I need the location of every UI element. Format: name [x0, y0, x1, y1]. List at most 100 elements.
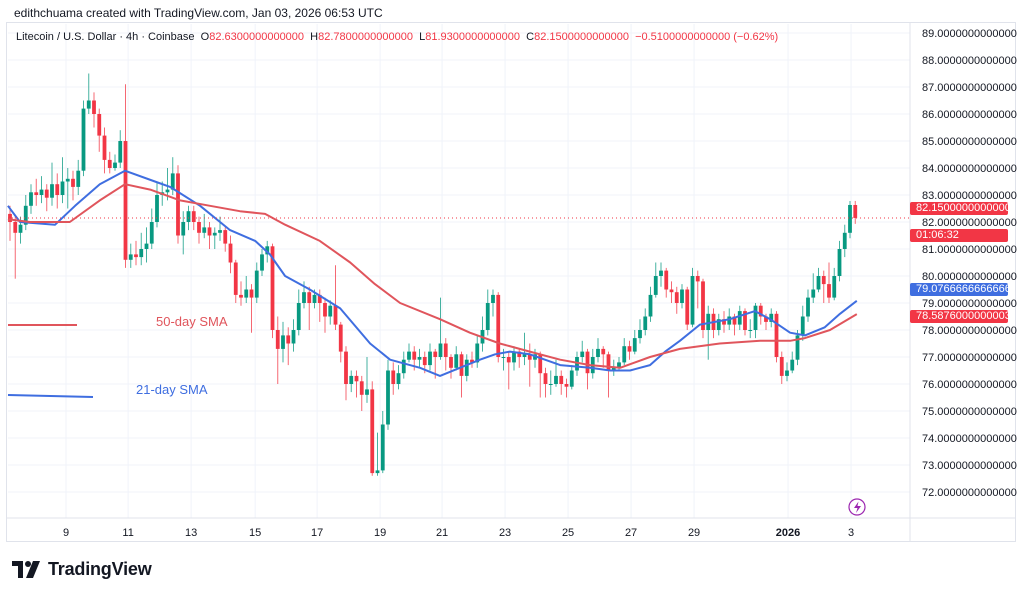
candle — [380, 411, 385, 474]
candle — [811, 273, 816, 303]
candle-body — [191, 211, 196, 222]
candle-body — [753, 305, 758, 330]
candle — [181, 211, 186, 255]
candle — [695, 270, 700, 309]
candle — [191, 205, 196, 231]
candle-body — [464, 359, 469, 376]
candle — [254, 262, 259, 303]
candle — [118, 130, 123, 168]
candle-body — [459, 354, 464, 376]
candle — [386, 359, 390, 430]
price-tick-label: 75.0000000000000 — [922, 406, 1017, 418]
candle-body — [653, 276, 658, 295]
candle-body — [443, 343, 448, 357]
sma50-label: 50-day SMA — [156, 314, 228, 329]
candle-body — [422, 357, 427, 366]
candle-body — [848, 204, 852, 233]
candle-body — [149, 222, 154, 244]
symbol-title[interactable]: Litecoin / U.S. Dollar · 4h · Coinbase — [16, 31, 195, 43]
price-tick-label: 76.0000000000000 — [922, 379, 1017, 391]
candle-body — [23, 205, 28, 225]
candle-body — [396, 373, 401, 384]
candle — [438, 297, 443, 360]
candle — [701, 278, 705, 339]
candle-body — [522, 354, 527, 357]
candle-body — [785, 370, 789, 376]
candle — [223, 227, 228, 252]
candle-body — [842, 232, 847, 249]
candle-body — [39, 189, 44, 195]
candle-body — [659, 270, 663, 276]
candle — [113, 154, 117, 171]
candle-body — [585, 351, 590, 374]
time-tick-label: 29 — [688, 527, 700, 539]
candle — [837, 240, 842, 282]
low-label: L — [419, 31, 426, 43]
candle — [543, 367, 548, 398]
price-tick-label: 87.0000000000000 — [922, 82, 1017, 94]
candle-body — [223, 230, 228, 244]
candle — [176, 165, 180, 244]
candle-body — [176, 173, 180, 236]
candle — [13, 216, 18, 279]
sma50-line — [7, 183, 858, 369]
candle-body — [349, 375, 354, 384]
candle-body — [307, 292, 312, 303]
low-value: 81.9300000000000 — [425, 31, 521, 43]
tradingview-logo[interactable]: TradingView — [12, 559, 152, 580]
candle — [753, 303, 758, 339]
candle-body — [317, 294, 322, 303]
candle — [244, 276, 249, 303]
candle — [65, 168, 70, 209]
candle-body — [569, 370, 574, 387]
time-tick-label: 15 — [249, 527, 261, 539]
candle-body — [344, 351, 348, 384]
candle-body — [391, 370, 396, 384]
candle — [296, 289, 301, 336]
ohlc-legend: Litecoin / U.S. Dollar · 4h · Coinbase O… — [16, 31, 778, 43]
candle-body — [207, 227, 212, 236]
candle — [806, 289, 810, 322]
candle-body — [795, 335, 800, 360]
candle — [365, 357, 369, 403]
candle-body — [333, 305, 338, 325]
lightning-icon[interactable] — [848, 498, 866, 516]
candle-body — [407, 351, 411, 360]
time-tick-label: 23 — [499, 527, 511, 539]
candle-body — [401, 359, 406, 374]
candle-body — [559, 375, 564, 384]
candle — [92, 92, 96, 128]
chart-credit: edithchuama created with TradingView.com… — [14, 6, 383, 20]
candle-body — [291, 330, 296, 344]
close-value: 82.1500000000000 — [534, 31, 629, 43]
candle — [428, 343, 432, 371]
candle — [601, 346, 606, 368]
candle-body — [716, 319, 721, 330]
candle-body — [197, 222, 201, 233]
candle — [790, 351, 795, 374]
candle-body — [275, 330, 280, 349]
candle-body — [680, 289, 684, 303]
time-tick-label: 9 — [63, 527, 69, 539]
candle — [323, 297, 327, 333]
candle — [827, 262, 831, 303]
candle — [218, 216, 222, 241]
time-axis: 9 11 13 15 17 19 21 23 25 27 29 2026 3 — [63, 527, 854, 539]
candle-body — [81, 108, 86, 171]
candle — [396, 365, 401, 390]
candle-body — [338, 324, 343, 352]
candle-body — [359, 381, 364, 395]
candle-body — [144, 243, 149, 249]
candle — [580, 340, 585, 363]
time-tick-label: 13 — [185, 527, 197, 539]
candle — [590, 348, 595, 379]
candle-body — [375, 470, 380, 474]
candle — [785, 362, 789, 382]
candle — [816, 267, 821, 293]
candle-body — [270, 246, 275, 330]
price-tick-label: 88.0000000000000 — [922, 55, 1017, 67]
candle — [39, 176, 44, 204]
candle — [622, 338, 627, 366]
candle-body — [685, 289, 690, 325]
